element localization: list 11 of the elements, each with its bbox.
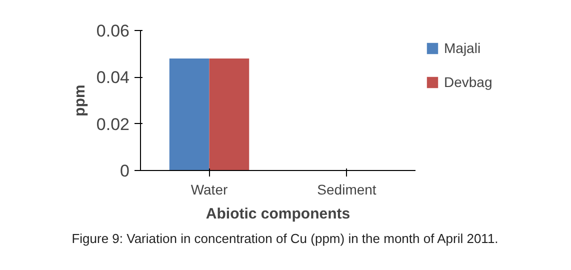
y-tick-label: 0.06 xyxy=(96,22,130,40)
legend-label: Devbag xyxy=(444,74,492,90)
y-tick-label: 0 xyxy=(120,162,130,180)
x-tick-label: Sediment xyxy=(317,182,376,198)
legend-label: Majali xyxy=(444,40,481,56)
x-tick-label: Water xyxy=(190,182,228,198)
y-tick-label: 0.02 xyxy=(96,114,130,134)
caption: Figure 9: Variation in concentration of Cu (ppm) in the month of April 2011. xyxy=(72,230,498,248)
x-axis-title: Abiotic components xyxy=(206,206,350,222)
y-tick-label: 0.04 xyxy=(96,68,130,88)
y-axis-title: ppm xyxy=(71,84,88,116)
